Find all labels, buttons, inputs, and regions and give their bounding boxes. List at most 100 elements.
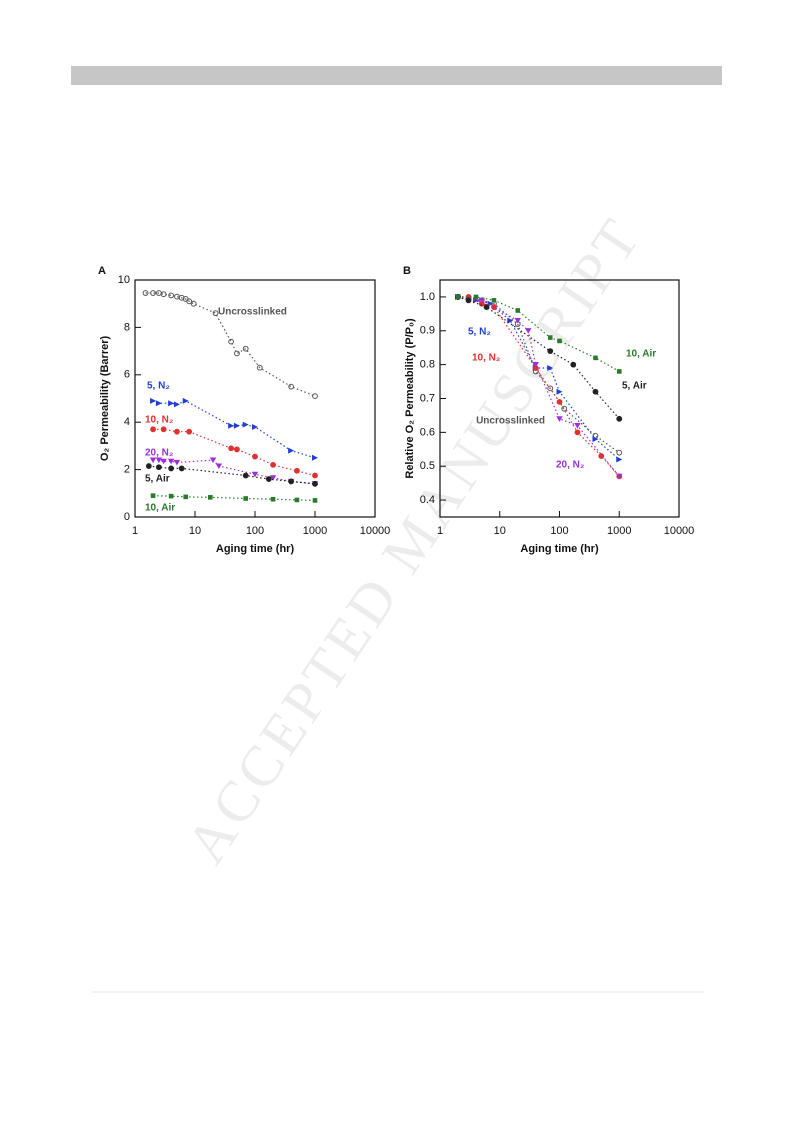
data-point: [455, 294, 461, 300]
data-point: [150, 426, 156, 433]
data-point: [598, 453, 605, 459]
data-point: [574, 422, 581, 429]
data-point: [160, 458, 167, 465]
data-point: [270, 496, 276, 502]
data-point: [150, 493, 156, 498]
data-point: [556, 398, 563, 405]
data-point: [233, 422, 240, 429]
data-point: [242, 472, 249, 479]
data-point: [212, 310, 219, 317]
data-point: [145, 463, 152, 469]
data-point: [557, 338, 562, 344]
trend-line: [153, 428, 316, 477]
data-point: [168, 465, 175, 472]
y-tick-label: 0.6: [420, 426, 435, 438]
x-tick-label: 1: [132, 525, 138, 537]
data-point: [228, 445, 235, 452]
series-label: Uncrosslinked: [476, 416, 545, 427]
data-point: [616, 449, 623, 456]
data-point: [167, 458, 175, 465]
panel-label: A: [98, 265, 106, 277]
series-label: 10, Air: [145, 503, 175, 514]
data-point: [155, 464, 162, 471]
series-label: 5, N₂: [468, 327, 491, 338]
series-label: 5, Air: [145, 474, 170, 485]
x-tick-label: 10000: [360, 525, 391, 537]
trend-line: [458, 296, 620, 372]
data-point: [168, 292, 175, 299]
data-point: [155, 400, 162, 407]
x-tick-label: 10000: [664, 525, 695, 537]
data-point: [242, 421, 249, 428]
panel-label: B: [403, 265, 411, 277]
data-point: [547, 365, 554, 372]
data-point: [215, 463, 223, 470]
data-point: [561, 405, 568, 412]
data-point: [150, 290, 156, 296]
data-point: [294, 497, 300, 503]
trend-line: [145, 292, 316, 397]
y-tick-label: 0.9: [420, 325, 435, 337]
y-tick-label: 6: [124, 369, 130, 381]
data-point: [616, 473, 623, 480]
data-point: [592, 436, 599, 443]
y-tick-label: 0.5: [420, 460, 435, 472]
data-point: [183, 494, 189, 500]
data-point: [182, 397, 189, 404]
data-point: [483, 304, 490, 310]
data-point: [160, 426, 167, 433]
data-point: [242, 345, 249, 352]
data-point: [186, 428, 193, 435]
series-label: 10, N₂: [472, 353, 500, 364]
data-point: [616, 369, 622, 374]
data-point: [288, 478, 295, 485]
series-label: Uncrosslinked: [218, 307, 287, 318]
data-point: [173, 401, 180, 408]
trend-line: [152, 400, 316, 459]
data-point: [155, 457, 163, 464]
y-tick-label: 10: [118, 274, 130, 286]
data-point: [532, 362, 539, 368]
x-tick-label: 1000: [303, 525, 327, 537]
x-tick-label: 10: [494, 525, 506, 537]
y-tick-label: 1.0: [420, 291, 435, 303]
data-point: [252, 423, 258, 430]
data-point: [160, 291, 167, 298]
data-point: [616, 415, 623, 422]
data-point: [556, 416, 563, 422]
data-point: [168, 493, 174, 499]
data-point: [150, 397, 157, 404]
data-point: [228, 422, 235, 429]
data-point: [514, 318, 521, 324]
data-point: [556, 388, 563, 395]
data-point: [525, 328, 532, 334]
data-point: [234, 350, 240, 357]
y-tick-label: 0: [124, 511, 130, 523]
data-point: [312, 472, 318, 479]
data-point: [270, 461, 276, 468]
x-tick-label: 1: [437, 525, 443, 537]
data-point: [592, 388, 599, 395]
data-point: [234, 446, 240, 453]
series-label: 5, Air: [622, 381, 647, 392]
data-point: [178, 465, 185, 472]
data-point: [473, 294, 479, 300]
data-point: [288, 447, 295, 454]
data-point: [547, 385, 554, 392]
y-axis-label: O₂ Permeability (Barrer): [99, 336, 111, 462]
data-point: [209, 457, 217, 464]
y-axis-label: Relative O₂ Permeability (P/P₀): [404, 318, 416, 479]
series-label: 20, N₂: [556, 460, 584, 471]
data-point: [312, 454, 318, 461]
data-point: [228, 338, 235, 345]
data-point: [142, 290, 149, 296]
data-point: [547, 335, 553, 340]
y-tick-label: 0.7: [420, 392, 435, 404]
y-tick-label: 0.4: [420, 494, 435, 506]
x-tick-label: 100: [550, 525, 568, 537]
data-point: [265, 476, 272, 482]
y-tick-label: 8: [124, 321, 130, 333]
series-label: 10, Air: [626, 349, 656, 360]
series-label: 10, N₂: [145, 415, 173, 426]
data-point: [312, 393, 318, 400]
